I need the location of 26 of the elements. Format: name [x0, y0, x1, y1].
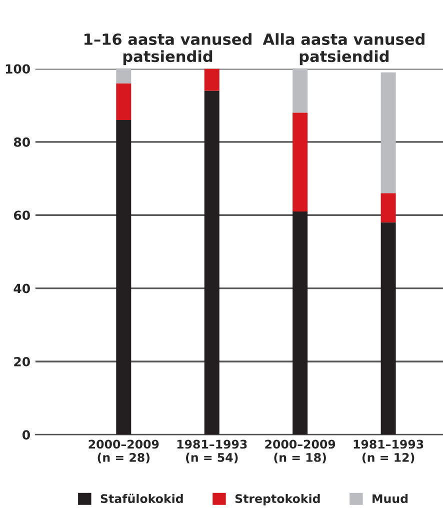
bar — [204, 68, 220, 91]
bar — [204, 90, 220, 435]
legend-label: Muud — [372, 494, 408, 504]
x-tick-label: 1981–1993 (n = 12) — [354, 440, 424, 464]
text: Alla aasta vanused patsiendid — [262, 33, 424, 66]
y-tick-label: 20 — [14, 356, 30, 366]
y-tick-label: 0 — [22, 430, 30, 440]
bar — [116, 120, 132, 435]
bar — [380, 72, 396, 194]
x-tick-label: 1981–1993 (n = 54) — [177, 440, 247, 464]
y-tick-label: 60 — [14, 210, 30, 220]
bar — [380, 193, 396, 222]
x-tick-label: 2000–2009 (n = 18) — [265, 440, 336, 464]
bar — [292, 68, 308, 113]
bar — [292, 211, 308, 435]
y-tick-label: 40 — [14, 284, 30, 294]
bar — [292, 112, 308, 212]
y-tick-label: 100 — [6, 64, 30, 74]
legend-label: Stafülokokid — [100, 494, 183, 504]
text: 1–16 aasta vanused patsiendid — [84, 33, 252, 66]
bar — [380, 222, 396, 435]
bar — [116, 68, 132, 84]
x-tick-label: 2000–2009 (n = 28) — [88, 440, 159, 464]
legend-label: Streptokokid — [235, 494, 320, 506]
bar — [116, 83, 132, 120]
y-tick-label: 80 — [14, 137, 30, 147]
